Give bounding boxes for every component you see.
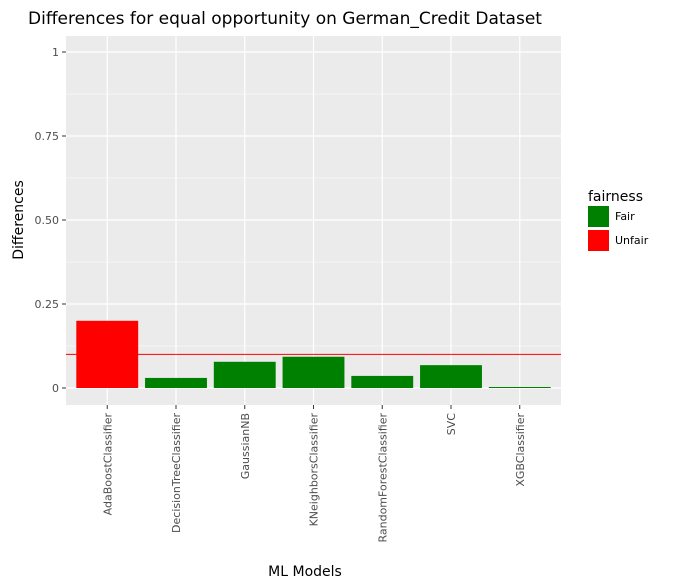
bar-xgbclassifier [488,386,551,388]
y-axis: 0 0.25 0.50 0.75 1 [35,46,66,395]
y-tick-label: 0.75 [35,130,60,143]
bar-decisiontreeclassifier [145,377,207,388]
y-tick-label: 0.50 [35,214,60,227]
legend-swatch-fair [588,206,609,227]
y-axis-title: Differences [11,180,27,259]
x-tick-label: XGBClassifier [514,413,527,487]
y-tick-label: 0.25 [35,298,60,311]
x-tick-label: RandomForestClassifier [376,413,389,543]
x-axis-title: ML Models [268,564,342,580]
bar-randomforestclassifier [351,375,414,388]
x-tick-label: GaussianNB [239,413,252,479]
legend-title: fairness [588,189,643,205]
y-tick-label: 1 [52,46,59,59]
bar-svc [420,365,482,388]
x-axis: AdaBoostClassifier DecisionTreeClassifier… [101,405,527,543]
y-tick-label: 0 [52,382,59,395]
x-tick-label: SVC [445,413,458,436]
bar-gaussiannb [213,361,276,388]
x-tick-label: DecisionTreeClassifier [170,413,183,533]
legend: fairness Fair Unfair [588,189,649,251]
bar-kneighborsclassifier [282,356,345,388]
legend-label-unfair: Unfair [615,234,649,247]
legend-swatch-unfair [588,230,609,251]
x-tick-label: KNeighborsClassifier [308,413,321,527]
x-tick-label: AdaBoostClassifier [101,413,114,516]
legend-label-fair: Fair [615,210,635,223]
chart-title: Differences for equal opportunity on Ger… [28,9,542,29]
